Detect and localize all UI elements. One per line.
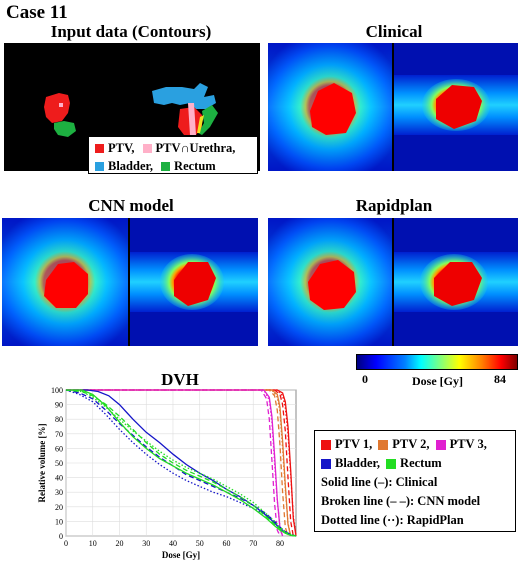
ptv1-swatch — [321, 439, 331, 450]
legend-bladder: Bladder, — [108, 159, 154, 173]
dvh-series — [65, 389, 297, 537]
dvh-y-tick-label: 40 — [55, 474, 63, 483]
rapidplan-dose-map — [268, 218, 518, 346]
contour-legend: PTV, PTV∩Urethra, Bladder, Rectum — [88, 136, 258, 174]
legend-dvh-rectum: Rectum — [400, 456, 442, 470]
legend-solid-line: Solid line (–): Clinical — [321, 475, 438, 489]
ptv-swatch — [95, 144, 104, 153]
contours-image — [44, 83, 218, 137]
dvh-line-ptv2-cnn-model — [66, 389, 289, 537]
legend-broken-line: Broken line (– –): CNN model — [321, 494, 481, 508]
ptv3-swatch — [435, 439, 446, 450]
clinical-dose-map — [268, 43, 518, 171]
legend-ptv1: PTV 1, — [335, 437, 373, 451]
cnn-dose-map — [2, 218, 258, 346]
cnn-dose-image — [2, 218, 258, 346]
input-panel-title: Input data (Contours) — [50, 22, 212, 41]
bladder-dvh-swatch — [321, 458, 331, 469]
dvh-x-tick-label: 20 — [115, 539, 123, 548]
legend-ptv-urethra: PTV∩Urethra, — [155, 141, 236, 155]
ptv2-swatch — [378, 439, 389, 450]
colorbar-min-label: 0 — [362, 372, 368, 386]
dvh-line-ptv1-cnn-model — [66, 389, 294, 537]
bladder-swatch — [95, 162, 104, 171]
dvh-line-ptv1-rapidplan — [66, 389, 297, 537]
case-title: Case 11 — [6, 2, 68, 23]
dvh-x-tick-label: 10 — [89, 539, 97, 548]
colorbar-label: Dose [Gy] — [412, 374, 463, 388]
dvh-x-tick-label: 60 — [222, 539, 230, 548]
legend-ptv: PTV, — [108, 141, 135, 155]
dvh-x-tick-label: 70 — [249, 539, 257, 548]
dvh-y-tick-label: 10 — [55, 517, 63, 526]
rectum-swatch — [161, 162, 171, 171]
dvh-y-tick-label: 0 — [59, 532, 63, 541]
dvh-line-ptv3-rapidplan — [66, 389, 284, 537]
sagittal-contours — [152, 83, 218, 135]
dvh-title: DVH — [161, 370, 199, 389]
rectum-dvh-swatch — [386, 458, 397, 469]
colorbar-max-label: 84 — [494, 372, 506, 386]
legend-ptv3: PTV 3, — [449, 437, 487, 451]
dvh-x-tick-label: 30 — [142, 539, 150, 548]
dvh-y-axis-label: Relative volume [%] — [37, 424, 47, 503]
dvh-y-tick-label: 80 — [55, 415, 63, 424]
dvh-y-tick-label: 70 — [55, 430, 63, 439]
legend-ptv2: PTV 2, — [392, 437, 430, 451]
dvh-x-axis-label: Dose [Gy] — [162, 550, 200, 560]
urethra-swatch — [142, 144, 152, 153]
dvh-line-rectum-clinical — [66, 389, 297, 537]
dvh-y-tick-label: 50 — [55, 459, 63, 468]
clinical-panel-title: Clinical — [365, 22, 423, 41]
dvh-line-bladder-cnn-model — [65, 389, 297, 537]
dvh-line-ptv2-rapidplan — [66, 389, 292, 537]
dvh-x-tick-label: 50 — [196, 539, 204, 548]
legend-dvh-bladder: Bladder, — [335, 456, 381, 470]
dvh-y-tick-label: 30 — [55, 488, 63, 497]
legend-dotted-line: Dotted line (··): RapidPlan — [321, 513, 464, 527]
rapidplan-panel-title: Rapidplan — [355, 196, 433, 215]
dvh-tick-labels: 0 10 20 30 40 50 60 70 80 90 100 0 10 20 30 40 50 60 70 80 — [51, 386, 284, 548]
dvh-y-tick-label: 60 — [55, 444, 63, 453]
axial-contours — [44, 93, 76, 137]
cnn-panel-title: CNN model — [88, 196, 174, 215]
dvh-x-tick-label: 80 — [276, 539, 284, 548]
dvh-y-tick-label: 100 — [51, 386, 63, 395]
dvh-x-tick-label: 40 — [169, 539, 177, 548]
dvh-x-tick-label: 0 — [64, 539, 68, 548]
rapidplan-dose-image — [268, 218, 518, 346]
dvh-y-tick-label: 90 — [55, 401, 63, 410]
dose-colorbar — [356, 354, 518, 370]
dvh-line-rectum-cnn-model — [65, 389, 297, 537]
dvh-y-tick-label: 20 — [55, 503, 63, 512]
dvh-legend: PTV 1, PTV 2, PTV 3, Bladder, Rectum Sol… — [314, 430, 516, 532]
legend-rectum: Rectum — [174, 159, 216, 173]
clinical-dose-image — [268, 43, 518, 171]
dvh-line-ptv1-clinical — [66, 389, 297, 537]
dvh-line-ptv3-cnn-model — [66, 389, 281, 537]
